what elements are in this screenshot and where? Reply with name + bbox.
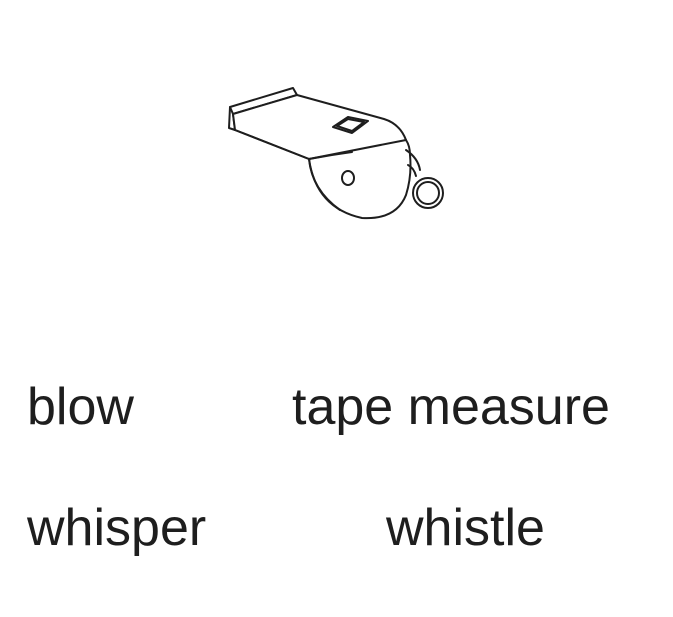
whistle-icon <box>228 87 444 220</box>
choice-blow[interactable]: blow <box>27 378 134 436</box>
choice-whisper[interactable]: whisper <box>27 499 207 557</box>
choice-whistle[interactable]: whistle <box>386 499 545 557</box>
choice-tape-measure[interactable]: tape measure <box>292 378 610 436</box>
